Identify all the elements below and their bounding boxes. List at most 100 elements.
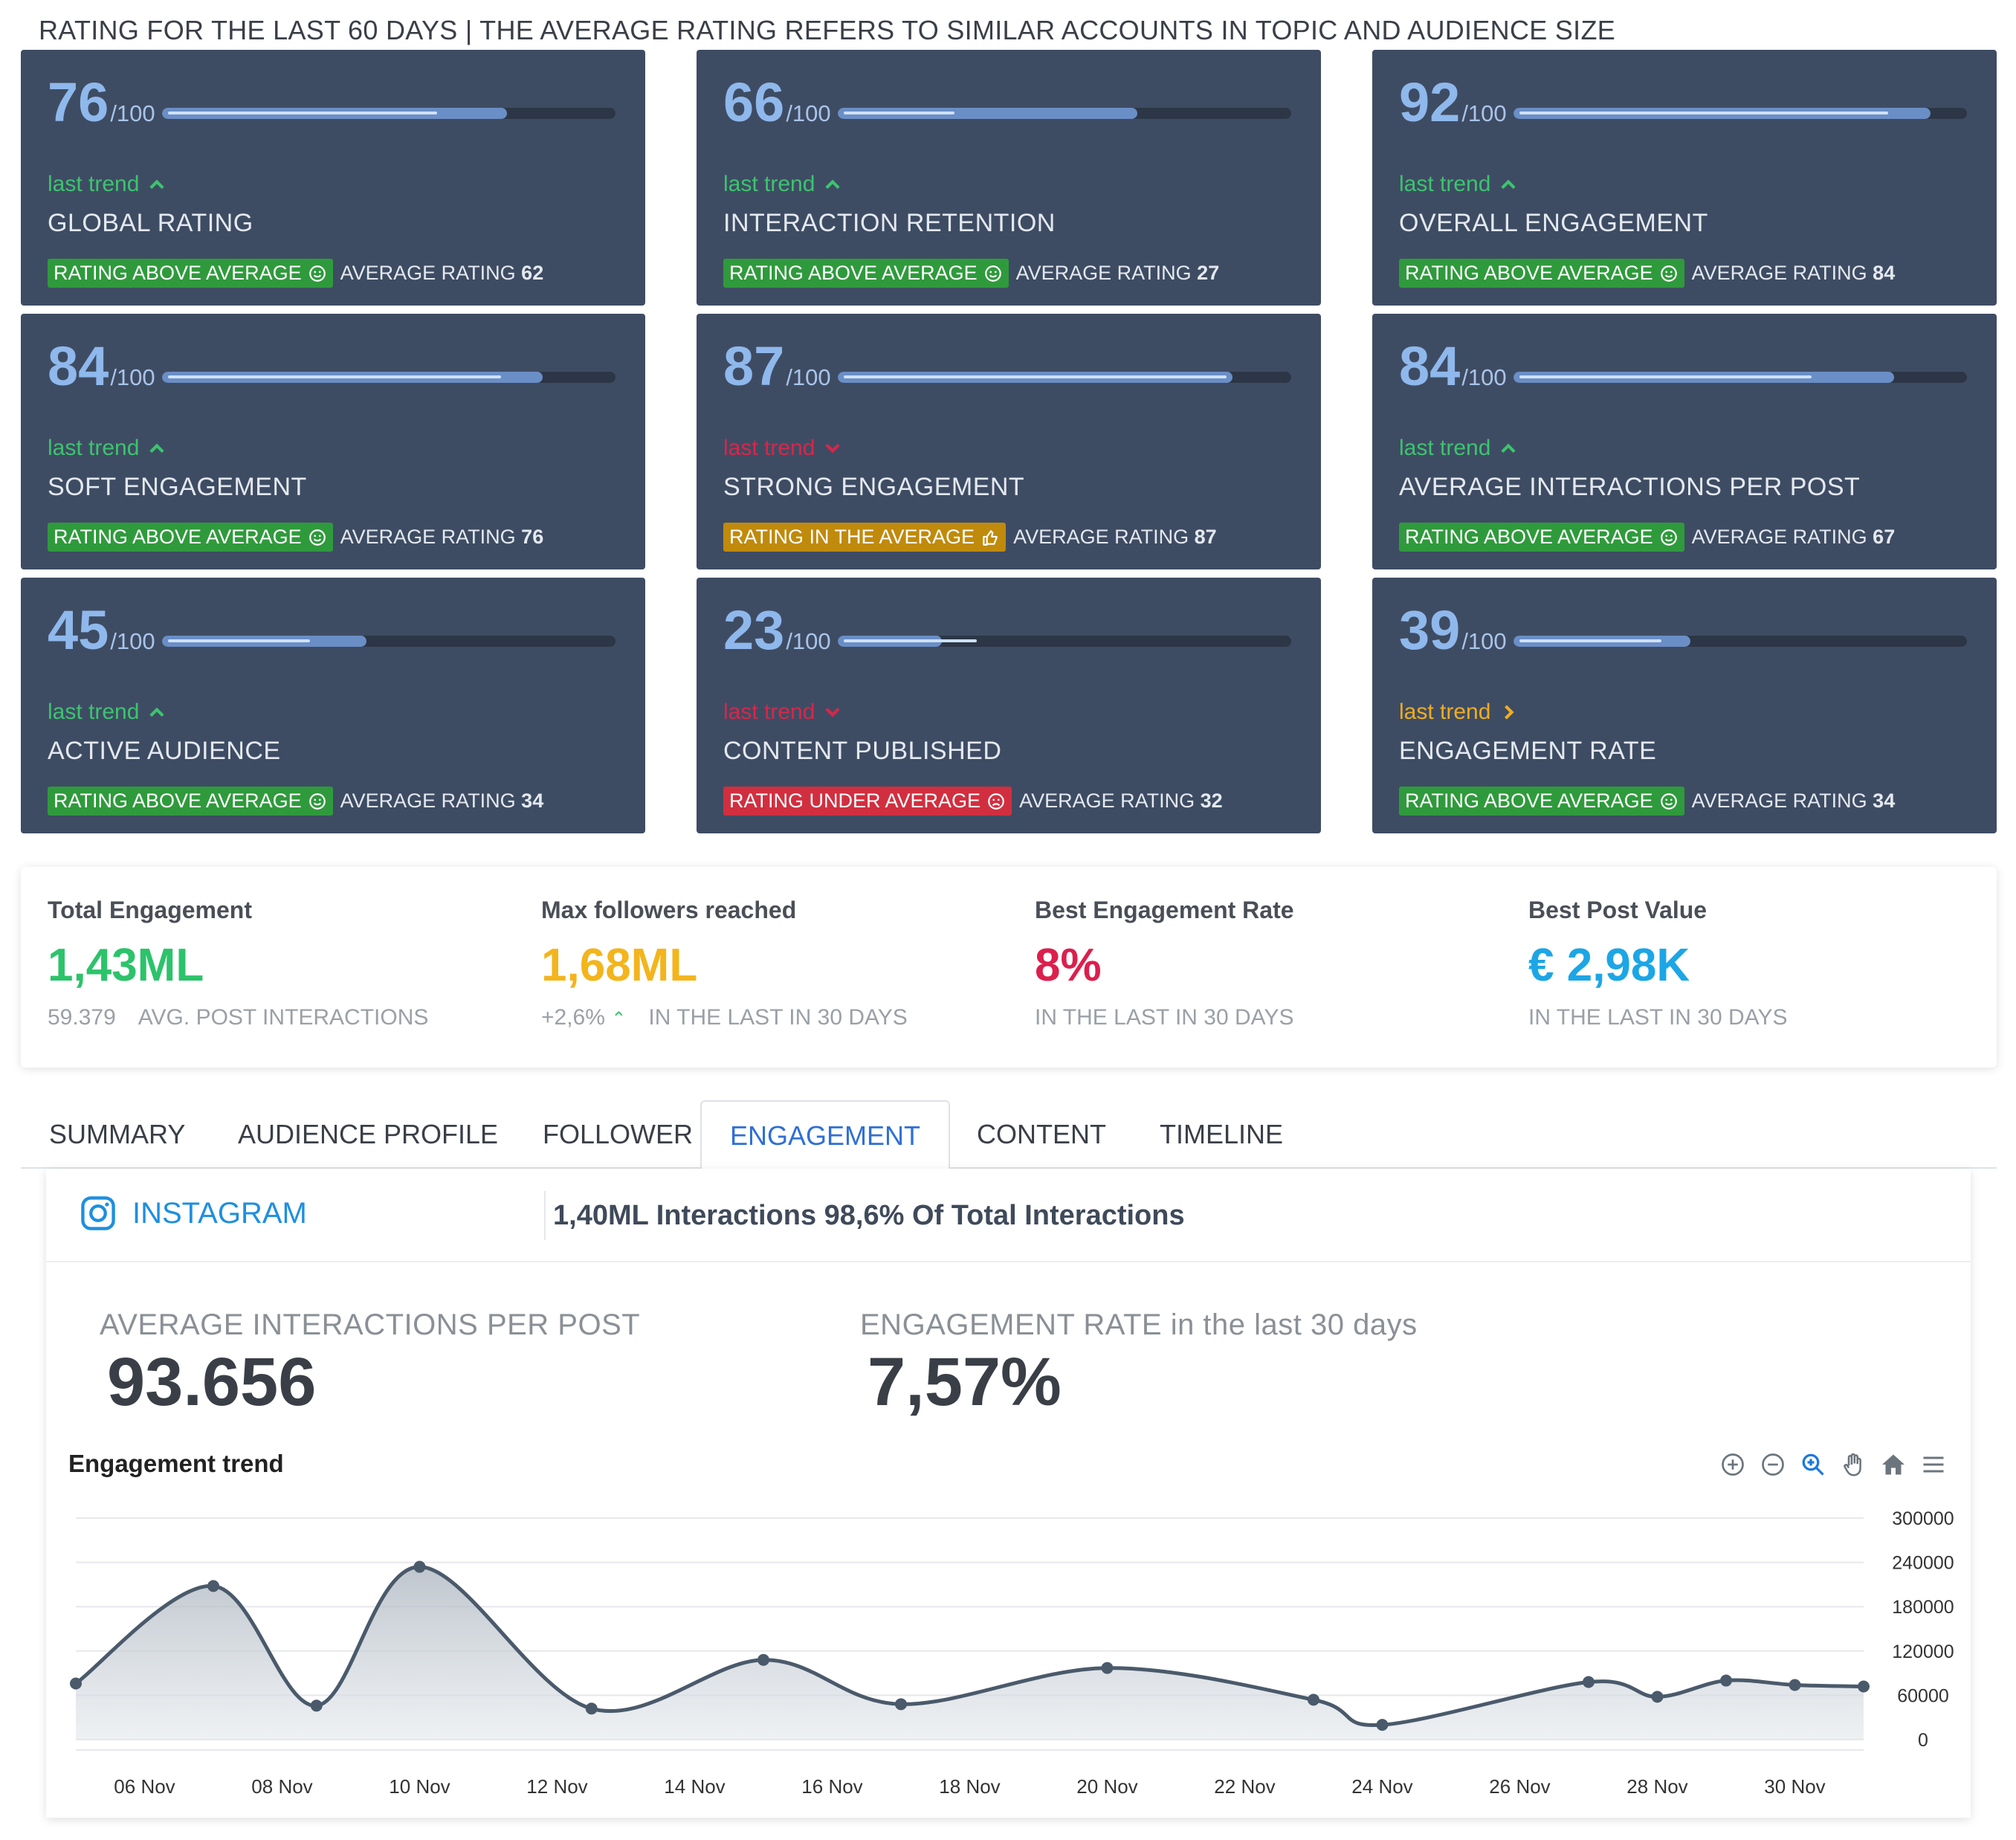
stat-value: 1,68ML <box>541 940 698 991</box>
average-rating-label: AVERAGE RATING <box>340 790 516 812</box>
y-tick-label: 180000 <box>1892 1597 1954 1618</box>
score-denominator: /100 <box>786 364 831 390</box>
data-point <box>585 1702 598 1715</box>
trend-label: last trend <box>723 700 815 724</box>
badge-label: RATING IN THE AVERAGE <box>729 526 975 548</box>
smile-icon <box>1660 529 1677 546</box>
smile-icon <box>1660 265 1677 282</box>
engagement-trend-chart: 0 60000 120000 180000 240000 300000 06 Nov 08 N… <box>70 1508 1954 1798</box>
header-divider <box>544 1191 546 1240</box>
average-rating-label: AVERAGE RATING <box>1019 790 1195 812</box>
zoom-in-icon[interactable] <box>1718 1450 1748 1479</box>
smile-icon <box>984 265 1001 282</box>
data-point <box>895 1698 907 1711</box>
trend-indicator: last trend <box>48 172 167 197</box>
selection-zoom-icon[interactable] <box>1798 1450 1828 1479</box>
badge-label: RATING UNDER AVERAGE <box>729 790 981 812</box>
instagram-link[interactable]: INSTAGRAM <box>79 1194 307 1233</box>
average-rating-value: 32 <box>1200 790 1223 812</box>
trend-label: last trend <box>723 172 815 196</box>
trend-label: last trend <box>723 436 815 460</box>
series-line <box>74 1565 1864 1728</box>
average-rating: AVERAGE RATING 87 <box>1013 526 1217 549</box>
data-point <box>1651 1691 1664 1703</box>
page-title: RATING FOR THE LAST 60 DAYS | THE AVERAG… <box>39 15 1616 45</box>
panel-header: INSTAGRAM 1,40ML Interactions 98,6% Of T… <box>46 1169 1971 1262</box>
kpi-value: 93.656 <box>107 1344 317 1420</box>
tab-summary[interactable]: SUMMARY <box>49 1119 186 1149</box>
score-denominator: /100 <box>1461 100 1507 126</box>
score-number: 76 <box>48 71 109 133</box>
average-rating-label: AVERAGE RATING <box>1691 526 1867 548</box>
trend-indicator: last trend <box>1399 172 1519 197</box>
rating-badge: RATING ABOVE AVERAGE <box>1399 523 1684 552</box>
average-rating-label: AVERAGE RATING <box>1691 790 1867 812</box>
tab-content[interactable]: CONTENT <box>977 1119 1106 1149</box>
zoom-out-icon[interactable] <box>1758 1450 1788 1479</box>
rating-badge: RATING ABOVE AVERAGE <box>723 259 1009 288</box>
home-icon[interactable] <box>1878 1450 1908 1479</box>
average-rating: AVERAGE RATING 27 <box>1016 262 1220 285</box>
stat-sub-label: IN THE LAST IN 30 DAYS <box>1035 1005 1294 1030</box>
tab-timeline[interactable]: TIMELINE <box>1160 1119 1284 1149</box>
trend-indicator: last trend <box>1399 436 1519 461</box>
badge-row: RATING ABOVE AVERAGE AVERAGE RATING 67 <box>1399 523 1895 552</box>
average-marker <box>844 112 954 114</box>
average-rating-value: 87 <box>1194 526 1217 548</box>
average-marker <box>844 375 1227 378</box>
score-number: 92 <box>1399 71 1461 133</box>
badge-row: RATING ABOVE AVERAGE AVERAGE RATING 76 <box>48 523 543 552</box>
kpi-value: 7,57% <box>868 1344 1062 1420</box>
data-point <box>1789 1679 1801 1691</box>
rating-badge: RATING ABOVE AVERAGE <box>1399 787 1684 816</box>
rating-card: 45/100 last trend ACTIVE AUDIENCE RATING… <box>21 578 645 833</box>
score-denominator: /100 <box>110 364 155 390</box>
badge-row: RATING IN THE AVERAGE AVERAGE RATING 87 <box>723 523 1217 552</box>
badge-row: RATING ABOVE AVERAGE AVERAGE RATING 62 <box>48 259 543 288</box>
rating-card: 23/100 last trend CONTENT PUBLISHED RATI… <box>697 578 1321 833</box>
pan-icon[interactable] <box>1838 1450 1868 1479</box>
average-rating: AVERAGE RATING 32 <box>1019 790 1223 813</box>
stat-block: Best Engagement Rate 8% IN THE LAST IN 3… <box>1035 897 1294 1030</box>
chart-toolbar <box>1718 1450 1948 1479</box>
tab-audience-profile[interactable]: AUDIENCE PROFILE <box>238 1119 499 1149</box>
score-progress-bar <box>1513 372 1967 383</box>
stat-sub-value: 59.379 <box>48 1005 116 1030</box>
instagram-icon <box>81 1196 115 1230</box>
average-marker <box>168 639 311 642</box>
data-point <box>70 1677 82 1690</box>
interactions-headline: 1,40ML Interactions 98,6% Of Total Inter… <box>553 1200 1185 1231</box>
x-tick-label: 22 Nov <box>1214 1775 1275 1798</box>
stat-label: Total Engagement <box>48 897 252 923</box>
average-rating-label: AVERAGE RATING <box>1013 526 1189 548</box>
score-number: 39 <box>1399 599 1461 661</box>
trend-label: last trend <box>1399 172 1491 196</box>
badge-row: RATING ABOVE AVERAGE AVERAGE RATING 84 <box>1399 259 1895 288</box>
stat-sub-label: AVG. POST INTERACTIONS <box>138 1005 429 1030</box>
average-rating: AVERAGE RATING 62 <box>340 262 544 285</box>
menu-icon[interactable] <box>1919 1450 1948 1479</box>
average-rating: AVERAGE RATING 76 <box>340 526 544 549</box>
stat-value: € 2,98K <box>1528 940 1690 991</box>
score-number: 23 <box>723 599 785 661</box>
smile-icon <box>308 529 326 546</box>
stat-value: 8% <box>1035 940 1102 991</box>
stat-block: Max followers reached 1,68ML +2,6% ⌃ IN T… <box>541 897 908 1030</box>
score-fill <box>838 108 1137 119</box>
score-denominator: /100 <box>786 100 831 126</box>
average-rating: AVERAGE RATING 34 <box>340 790 544 813</box>
chevron-up-icon <box>825 179 841 190</box>
data-point <box>310 1699 323 1712</box>
tab-engagement[interactable]: ENGAGEMENT <box>700 1100 951 1170</box>
score-denominator: /100 <box>786 628 831 654</box>
average-rating: AVERAGE RATING 34 <box>1692 790 1896 813</box>
rating-card: 92/100 last trend OVERALL ENGAGEMENT RAT… <box>1372 50 1997 306</box>
badge-row: RATING ABOVE AVERAGE AVERAGE RATING 34 <box>48 787 543 816</box>
x-tick-label: 20 Nov <box>1076 1775 1137 1798</box>
rating-card: 66/100 last trend INTERACTION RETENTION … <box>697 50 1321 306</box>
x-tick-label: 12 Nov <box>526 1775 587 1798</box>
rating-card: 84/100 last trend AVERAGE INTERACTIONS P… <box>1372 314 1997 569</box>
x-tick-label: 14 Nov <box>664 1775 725 1798</box>
trend-indicator: last trend <box>723 172 843 197</box>
tab-follower[interactable]: FOLLOWER <box>543 1119 694 1149</box>
